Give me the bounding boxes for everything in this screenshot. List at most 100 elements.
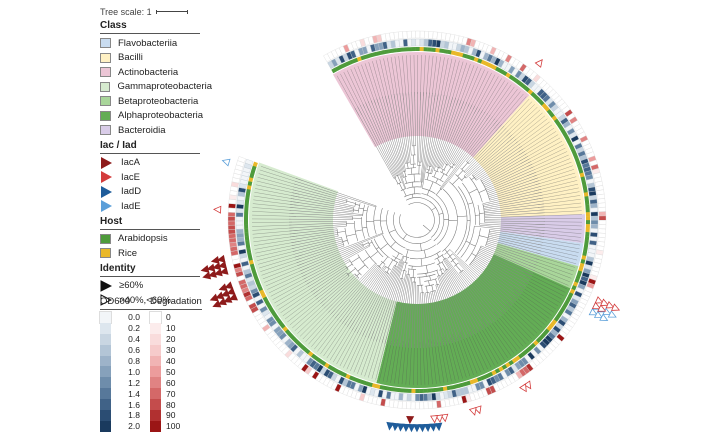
- od-ring-cell: [590, 228, 598, 234]
- identity-label: >40%,<60%: [119, 294, 171, 306]
- tree-branch: [386, 209, 406, 249]
- tree-branch: [307, 260, 351, 288]
- tree-branch: [440, 118, 496, 190]
- identity-legend-title: Identity: [100, 262, 136, 274]
- host-ring-cell: [585, 231, 590, 237]
- host-ring-cell: [334, 65, 341, 72]
- leaf-label: [518, 124, 552, 149]
- iac-marker: [212, 205, 222, 214]
- tree-branch: [390, 94, 406, 164]
- iac-marker: [213, 268, 223, 277]
- tree-branch: [488, 235, 542, 249]
- degradation-ring-cell: [228, 229, 236, 235]
- iac-marker: [402, 423, 411, 433]
- iac-marker: [218, 260, 227, 269]
- od-scale-step: 1.8: [100, 410, 150, 421]
- host-ring-cell: [579, 172, 585, 178]
- color-scales: OD600 0.0 0.2 0.4 0.6 0.8 1.0 1.2 1.4 1.6 1.8 2.0 …: [99, 296, 202, 432]
- degradation-scale-swatch: [150, 399, 161, 411]
- iac-label: IadD: [121, 186, 142, 198]
- host-ring-cell: [244, 228, 249, 234]
- tree-branch: [449, 181, 468, 253]
- host-ring-cell: [348, 375, 355, 381]
- tree-branch: [290, 198, 354, 210]
- tree-branch: [293, 240, 343, 255]
- tree-branch: [413, 174, 415, 182]
- leaf-label: [398, 55, 404, 101]
- iac-marker: [534, 59, 543, 68]
- leaf-label: [353, 332, 371, 373]
- host-ring-cell: [383, 49, 389, 55]
- tree-branch: [368, 101, 399, 176]
- tree-branch: [370, 100, 406, 190]
- od-ring-cell: [244, 158, 254, 166]
- tree-branch: [463, 128, 507, 172]
- iac-marker: [226, 287, 236, 295]
- host-ring-cell: [583, 247, 588, 253]
- leaf-label: [433, 340, 441, 384]
- od-scale-swatch: [100, 377, 111, 389]
- tree-branch: [292, 238, 343, 252]
- tree-branch: [396, 252, 400, 259]
- leaf-label: [346, 330, 366, 370]
- host-ring-cell: [568, 142, 574, 149]
- host-ring-cell: [480, 375, 486, 381]
- identity-item: >40%,<60%: [100, 293, 212, 308]
- tree-branch: [289, 215, 353, 219]
- host-ring-cell: [247, 255, 253, 261]
- tree-branch: [440, 173, 445, 181]
- tree-branch: [445, 105, 476, 164]
- tree-branch: [436, 284, 456, 343]
- class-swatch: [100, 125, 111, 136]
- od-ring-cell: [402, 39, 408, 47]
- leaf-label: [501, 315, 527, 345]
- host-ring-cell: [438, 387, 444, 392]
- degradation-ring-cell: [228, 233, 237, 239]
- class-legend: Flavobacteriia Bacilli Actinobacteria Gamma…: [100, 36, 212, 138]
- tree-branch: [421, 285, 423, 293]
- tree-branch: [373, 256, 405, 341]
- od-ring-cell: [411, 38, 416, 47]
- leaf-label: [480, 326, 502, 362]
- host-ring-cell: [364, 53, 370, 60]
- tree-branch: [295, 244, 344, 261]
- host-ring-cell: [338, 64, 344, 70]
- tree-branch: [418, 285, 421, 348]
- tree-branch: [309, 265, 346, 290]
- leaf-label: [492, 91, 521, 127]
- tree-branch: [294, 183, 348, 200]
- iac-item-iace: IacE: [100, 170, 212, 185]
- iac-marker: [435, 414, 444, 423]
- host-ring-cell: [250, 267, 256, 273]
- leaf-label: [529, 151, 568, 169]
- tree-branch: [421, 92, 433, 183]
- leaf-label: [527, 147, 566, 167]
- leaf-label: [302, 310, 331, 340]
- host-ring-cell: [579, 262, 585, 268]
- host-ring-cell: [567, 292, 574, 298]
- host-ring-cell: [403, 388, 408, 393]
- tree-branch: [425, 273, 427, 277]
- degradation-scale-value: 90: [166, 410, 176, 421]
- tree-branch: [422, 93, 436, 183]
- leaf-label: [534, 154, 569, 170]
- host-ring-cell: [442, 386, 448, 392]
- host-ring-cell: [569, 146, 576, 152]
- degradation-scale-value: 40: [166, 356, 176, 366]
- host-ring-cell: [575, 274, 581, 280]
- host-ring-cell: [254, 278, 260, 284]
- tree-branch: [367, 259, 401, 339]
- leaf-label: [308, 314, 335, 345]
- leaf-label: [397, 341, 404, 384]
- tree-branch: [362, 227, 367, 229]
- triangle-icon: [101, 185, 112, 198]
- tree-branch: [439, 116, 493, 189]
- tree-branch: [486, 242, 539, 260]
- degradation-scale-swatch: [150, 410, 161, 421]
- iac-marker: [221, 158, 231, 167]
- iac-marker: [218, 283, 228, 291]
- tree-branch: [339, 267, 382, 323]
- leaf-label: [494, 321, 518, 352]
- host-ring-cell: [585, 204, 590, 209]
- tree-branch: [385, 95, 405, 172]
